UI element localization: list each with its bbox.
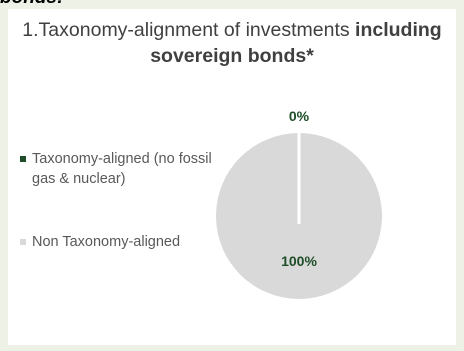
chart-card: 1.Taxonomy-alignment of investments incl… [8,9,456,345]
chart-title-bold: including sovereign bonds* [150,19,442,67]
legend: Taxonomy-aligned (no fossil gas & nuclea… [20,149,220,252]
legend-label-aligned: Taxonomy-aligned (no fossil gas & nuclea… [32,151,212,187]
pie-chart: 0% 100% [216,108,382,299]
data-label-aligned: 0% [289,108,310,124]
chart-title-prefix: 1.Taxonomy-alignment of investments [22,19,356,41]
legend-swatch-non-aligned [20,239,26,245]
legend-item-aligned: Taxonomy-aligned (no fossil gas & nuclea… [20,149,220,189]
section-heading-clipped: bonds: [0,0,63,9]
data-label-non-aligned: 100% [281,253,317,269]
legend-label-non-aligned: Non Taxonomy-aligned [32,234,181,250]
chart-title: 1.Taxonomy-alignment of investments incl… [8,17,456,69]
legend-swatch-aligned [20,156,26,162]
legend-item-non-aligned: Non Taxonomy-aligned [20,232,220,252]
